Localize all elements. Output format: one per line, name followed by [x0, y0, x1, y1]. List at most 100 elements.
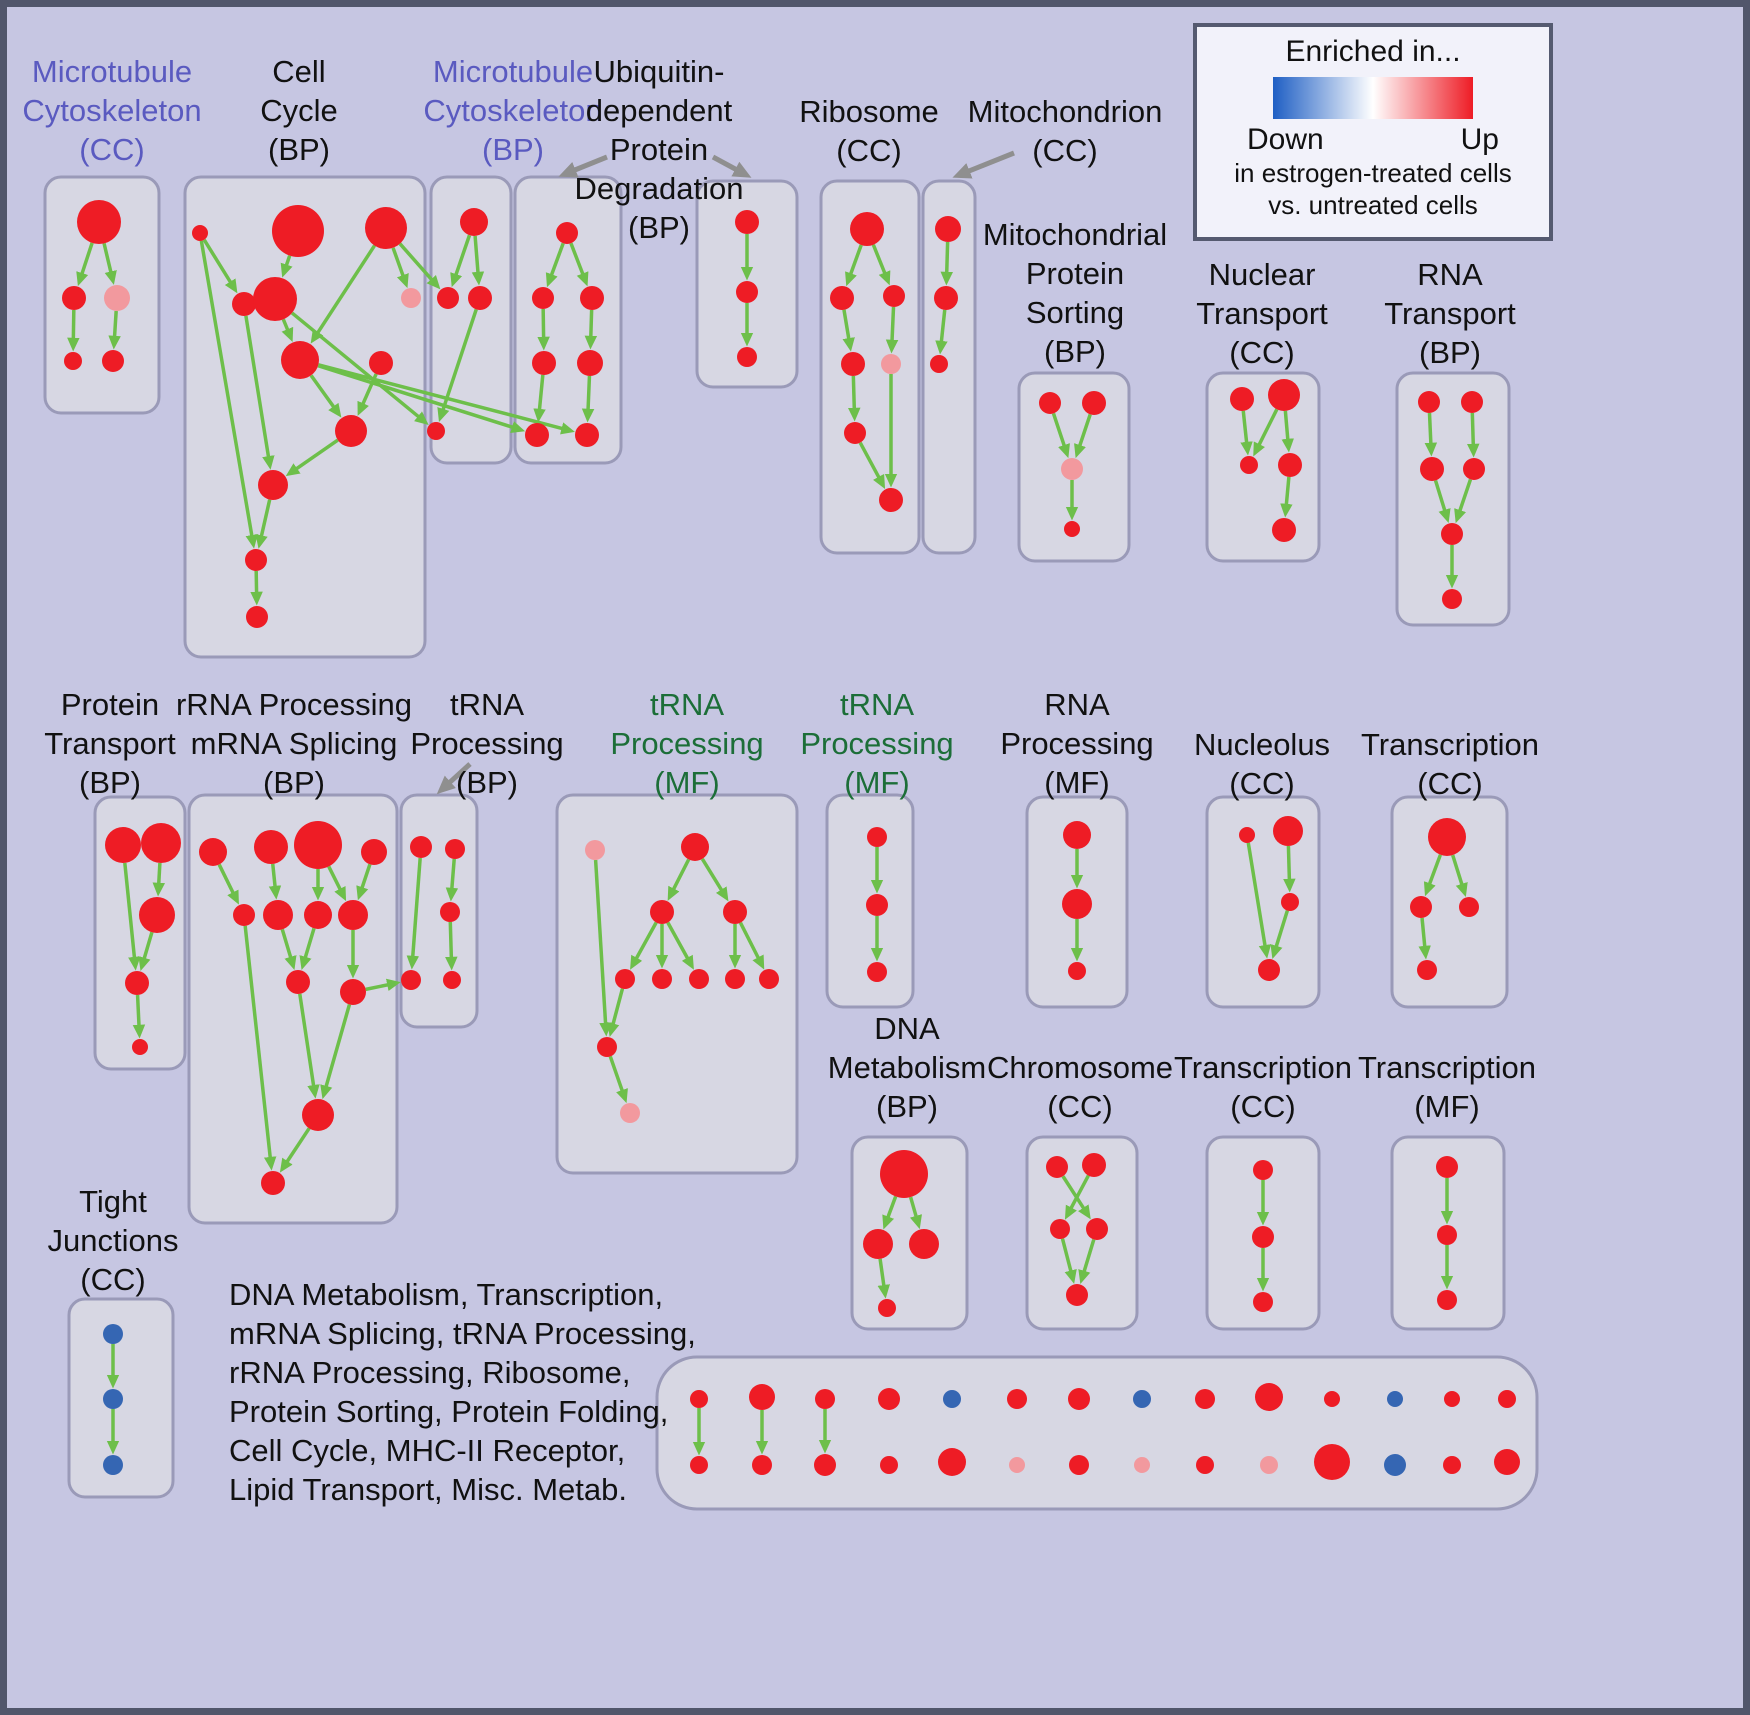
edge-arrow — [268, 863, 282, 900]
edge-arrow — [584, 309, 598, 350]
edge-arrow-cross — [398, 242, 441, 290]
legend-down-label: Down — [1247, 123, 1324, 156]
edge-arrow — [885, 306, 899, 354]
gene-node-red — [883, 285, 905, 307]
gene-node-red — [1258, 959, 1280, 981]
legend-axis-labels: Down Up — [1247, 123, 1499, 157]
cluster-box-nuclear-transport — [1205, 371, 1321, 563]
edge-arrow — [882, 1195, 898, 1230]
edge-arrow — [202, 238, 238, 294]
edge-arrow — [1451, 854, 1468, 897]
gene-node-red — [1420, 457, 1444, 481]
gene-node-red — [64, 352, 82, 370]
gene-node-red — [302, 1099, 334, 1131]
label-pointer-arrow — [711, 154, 752, 178]
gene-node-red — [844, 422, 866, 444]
gene-node-red — [1069, 1455, 1089, 1475]
gene-node-pink — [1134, 1457, 1150, 1473]
gene-node-red — [830, 286, 854, 310]
gene-node-red — [365, 207, 407, 249]
gene-node-red — [752, 1455, 772, 1475]
gene-node-red — [1240, 456, 1258, 474]
gene-node-red — [272, 205, 324, 257]
edge-arrow — [1423, 854, 1443, 897]
edge-arrow — [738, 921, 765, 970]
edge-arrow — [445, 921, 458, 971]
edge-arrow — [877, 1258, 890, 1299]
edge-arrow — [908, 1196, 922, 1230]
gene-node-red — [263, 900, 293, 930]
edge-arrow — [1454, 478, 1473, 524]
gene-node-red — [105, 827, 141, 863]
gene-node-red — [132, 1039, 148, 1055]
gene-node-red — [1064, 521, 1080, 537]
gene-node-red — [294, 821, 342, 869]
cluster-box-mixed-bottom — [655, 1355, 1539, 1511]
gene-node-red — [1314, 1444, 1350, 1480]
edge-arrow — [471, 235, 485, 286]
gene-node-red — [1459, 897, 1479, 917]
edge-arrow — [667, 858, 691, 901]
gene-node-red — [841, 352, 865, 376]
gene-node-red — [192, 225, 208, 241]
gene-node-red — [1196, 1456, 1214, 1474]
gene-node-red — [286, 970, 310, 994]
legend-up-label: Up — [1460, 123, 1499, 156]
gene-node-red — [597, 1037, 617, 1057]
gene-node-red — [245, 549, 267, 571]
gene-node-red — [866, 894, 888, 916]
gene-node-red — [445, 839, 465, 859]
gene-node-red — [1437, 1225, 1457, 1245]
edge-arrow — [608, 1055, 628, 1104]
network-canvas — [43, 150, 1539, 1511]
gene-node-red — [77, 200, 121, 244]
legend: Enriched in... Down Up in estrogen-treat… — [1193, 23, 1553, 241]
gene-node-red — [1066, 1284, 1088, 1306]
gene-node-pink — [620, 1103, 640, 1123]
gene-node-blue — [1384, 1454, 1406, 1476]
cluster-box-dna-metabolism — [850, 1135, 969, 1331]
edge-arrow — [871, 244, 891, 286]
edge-arrow — [437, 308, 478, 422]
edge-arrow — [391, 247, 409, 289]
gene-node-red — [850, 212, 884, 246]
edge-arrow — [1270, 910, 1290, 960]
gene-node-pink — [881, 354, 901, 374]
gene-node-pink — [1260, 1456, 1278, 1474]
edge-arrow — [607, 988, 625, 1037]
gene-node-pink — [104, 285, 130, 311]
gene-node-red — [427, 422, 445, 440]
gene-node-red — [246, 606, 268, 628]
gene-node-red — [1068, 962, 1086, 980]
gene-node-blue — [103, 1389, 123, 1409]
edge-arrow — [1240, 410, 1253, 456]
edge-arrow — [858, 441, 886, 489]
gene-node-red — [1252, 1226, 1274, 1248]
gene-node-red — [1253, 1160, 1273, 1180]
gene-node-red — [737, 347, 757, 367]
cluster-box-rna-transport — [1395, 371, 1511, 627]
gene-node-red — [556, 222, 578, 244]
gene-node-red — [749, 1384, 775, 1410]
gene-node-red — [1230, 387, 1254, 411]
gene-node-red — [401, 970, 421, 990]
gene-node-red — [1253, 1292, 1273, 1312]
gene-node-red — [253, 277, 297, 321]
edge-arrow-cross — [365, 978, 401, 992]
edge-arrow — [700, 858, 729, 902]
edge-arrow — [1280, 476, 1293, 518]
gene-node-red — [880, 1150, 928, 1198]
cluster-box-rrna-mrna — [187, 793, 399, 1225]
edge-arrow — [845, 244, 863, 287]
edge-arrow — [132, 994, 146, 1039]
gene-node-blue — [943, 1390, 961, 1408]
edge-arrow — [217, 863, 239, 905]
edge-arrow — [76, 242, 94, 287]
edge-arrow — [666, 921, 694, 970]
gene-node-red — [62, 286, 86, 310]
edge-arrow — [108, 310, 121, 350]
gene-node-red — [1324, 1391, 1340, 1407]
edge-arrow — [309, 374, 342, 418]
gene-node-red — [1436, 1156, 1458, 1178]
gene-node-red — [577, 350, 603, 376]
